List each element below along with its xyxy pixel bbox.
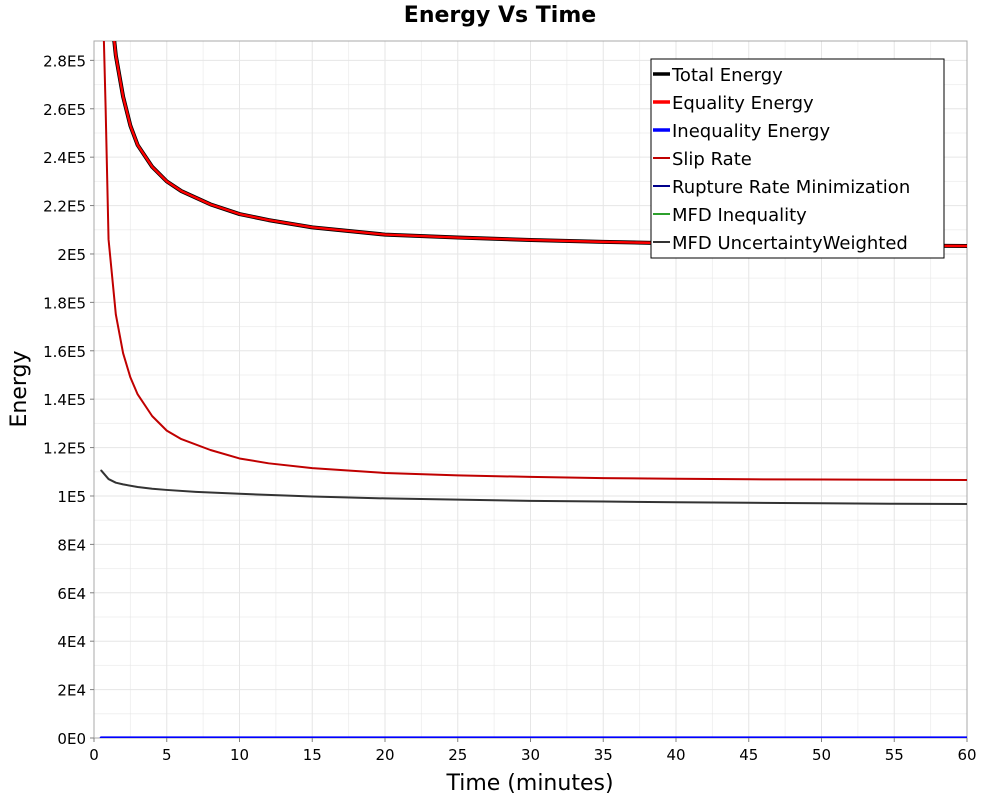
- y-tick-label: 1.6E5: [43, 343, 86, 361]
- x-tick-label: 55: [885, 746, 904, 764]
- legend: Total Energy Equality Energy Inequality En…: [650, 58, 945, 259]
- y-tick-label: 1.4E5: [43, 391, 86, 409]
- x-tick-label: 50: [812, 746, 831, 764]
- y-tick-label: 8E4: [57, 536, 86, 554]
- x-tick-label: 45: [739, 746, 758, 764]
- y-tick-label: 1E5: [57, 488, 86, 506]
- y-tick-label: 6E4: [57, 585, 86, 603]
- y-tick-label: 2E5: [57, 246, 86, 264]
- x-tick-label: 40: [666, 746, 685, 764]
- axis-ticks: 0 5 10 15 20 25 30 35 40 45 50 55 60 0E0 2E4 4E4 6E4 8E4 1…: [43, 52, 976, 764]
- legend-label-mfd-inequality: MFD Inequality: [672, 205, 807, 226]
- y-tick-label: 2.4E5: [43, 149, 86, 167]
- y-tick-label: 0E0: [57, 730, 86, 748]
- x-tick-label: 60: [957, 746, 976, 764]
- legend-box: [650, 58, 945, 259]
- x-tick-label: 30: [521, 746, 540, 764]
- y-tick-label: 1.2E5: [43, 440, 86, 458]
- chart-title: Energy Vs Time: [404, 3, 596, 28]
- y-tick-label: 1.8E5: [43, 294, 86, 312]
- x-axis-label: Time (minutes): [445, 771, 613, 796]
- series-line-mfd-uncertaintyweighted: [100, 469, 967, 505]
- x-tick-label: 0: [89, 746, 99, 764]
- x-tick-label: 15: [303, 746, 322, 764]
- y-tick-label: 2.8E5: [43, 52, 86, 70]
- legend-label-inequality-energy: Inequality Energy: [672, 121, 830, 142]
- legend-label-rupture-rate-minimization: Rupture Rate Minimization: [672, 177, 910, 198]
- legend-label-mfd-uncertaintyweighted: MFD UncertaintyWeighted: [672, 233, 908, 254]
- y-tick-label: 2E4: [57, 682, 86, 700]
- legend-label-equality-energy: Equality Energy: [672, 93, 814, 114]
- y-axis-label: Energy: [7, 350, 32, 427]
- x-tick-label: 10: [230, 746, 249, 764]
- x-tick-label: 35: [594, 746, 613, 764]
- x-tick-label: 25: [448, 746, 467, 764]
- y-tick-label: 2.6E5: [43, 101, 86, 119]
- legend-label-slip-rate: Slip Rate: [672, 149, 752, 170]
- x-tick-label: 20: [375, 746, 394, 764]
- legend-label-total-energy: Total Energy: [671, 65, 783, 86]
- series-line-slip-rate: [102, 41, 967, 482]
- x-tick-label: 5: [162, 746, 172, 764]
- y-tick-label: 4E4: [57, 633, 86, 651]
- y-tick-label: 2.2E5: [43, 198, 86, 216]
